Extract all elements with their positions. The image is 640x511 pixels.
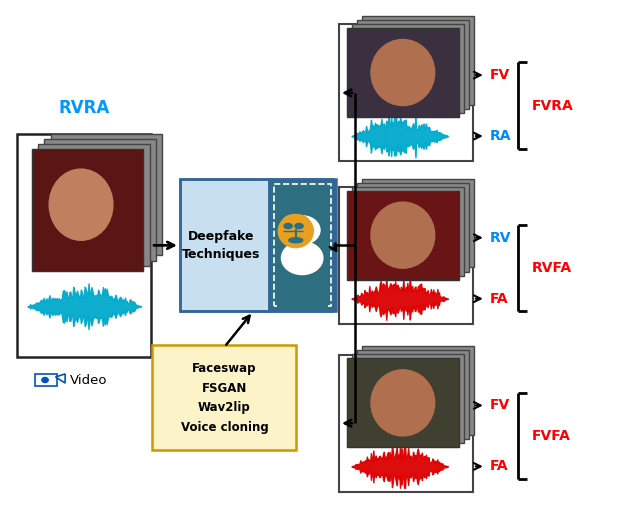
Text: Faceswap
FSGAN
Wav2lip
Voice cloning: Faceswap FSGAN Wav2lip Voice cloning	[180, 362, 268, 433]
Ellipse shape	[295, 223, 303, 228]
Text: FVRA: FVRA	[532, 99, 573, 112]
FancyBboxPatch shape	[339, 187, 473, 324]
FancyBboxPatch shape	[180, 179, 269, 311]
Text: RV: RV	[490, 230, 511, 245]
Circle shape	[284, 216, 320, 244]
FancyBboxPatch shape	[35, 374, 57, 386]
Ellipse shape	[371, 370, 435, 436]
FancyBboxPatch shape	[51, 133, 163, 256]
Ellipse shape	[282, 242, 323, 274]
FancyBboxPatch shape	[152, 345, 296, 450]
FancyBboxPatch shape	[357, 350, 468, 439]
FancyBboxPatch shape	[362, 346, 474, 435]
Text: FVFA: FVFA	[532, 429, 570, 443]
Ellipse shape	[371, 202, 435, 268]
FancyBboxPatch shape	[347, 28, 459, 117]
FancyBboxPatch shape	[352, 187, 464, 275]
Polygon shape	[56, 374, 65, 383]
FancyBboxPatch shape	[357, 20, 468, 109]
Text: FV: FV	[490, 68, 510, 82]
Ellipse shape	[289, 238, 303, 243]
Text: RVFA: RVFA	[532, 261, 572, 275]
FancyBboxPatch shape	[347, 28, 459, 117]
Text: FA: FA	[490, 292, 509, 306]
FancyBboxPatch shape	[276, 285, 328, 310]
Text: Deepfake
Techniques: Deepfake Techniques	[182, 230, 260, 261]
FancyBboxPatch shape	[38, 144, 150, 266]
Text: FA: FA	[490, 459, 509, 473]
Ellipse shape	[278, 215, 314, 248]
Ellipse shape	[284, 223, 292, 228]
Text: RA: RA	[490, 129, 511, 143]
FancyBboxPatch shape	[362, 16, 474, 105]
FancyBboxPatch shape	[347, 191, 459, 280]
Circle shape	[42, 378, 48, 383]
FancyBboxPatch shape	[352, 24, 464, 113]
FancyBboxPatch shape	[44, 138, 156, 261]
Text: FV: FV	[490, 399, 510, 412]
FancyBboxPatch shape	[347, 191, 459, 280]
FancyBboxPatch shape	[339, 24, 473, 161]
FancyBboxPatch shape	[347, 358, 459, 447]
FancyBboxPatch shape	[269, 179, 336, 311]
FancyBboxPatch shape	[17, 133, 151, 357]
Ellipse shape	[283, 215, 308, 227]
Text: RVRA: RVRA	[59, 99, 110, 117]
Ellipse shape	[371, 39, 435, 106]
Ellipse shape	[49, 169, 113, 240]
FancyBboxPatch shape	[31, 149, 143, 271]
FancyBboxPatch shape	[357, 182, 468, 271]
FancyBboxPatch shape	[347, 358, 459, 447]
Text: Video: Video	[70, 374, 108, 386]
FancyBboxPatch shape	[362, 178, 474, 267]
FancyBboxPatch shape	[339, 355, 473, 492]
FancyBboxPatch shape	[31, 149, 143, 271]
FancyBboxPatch shape	[352, 354, 464, 443]
